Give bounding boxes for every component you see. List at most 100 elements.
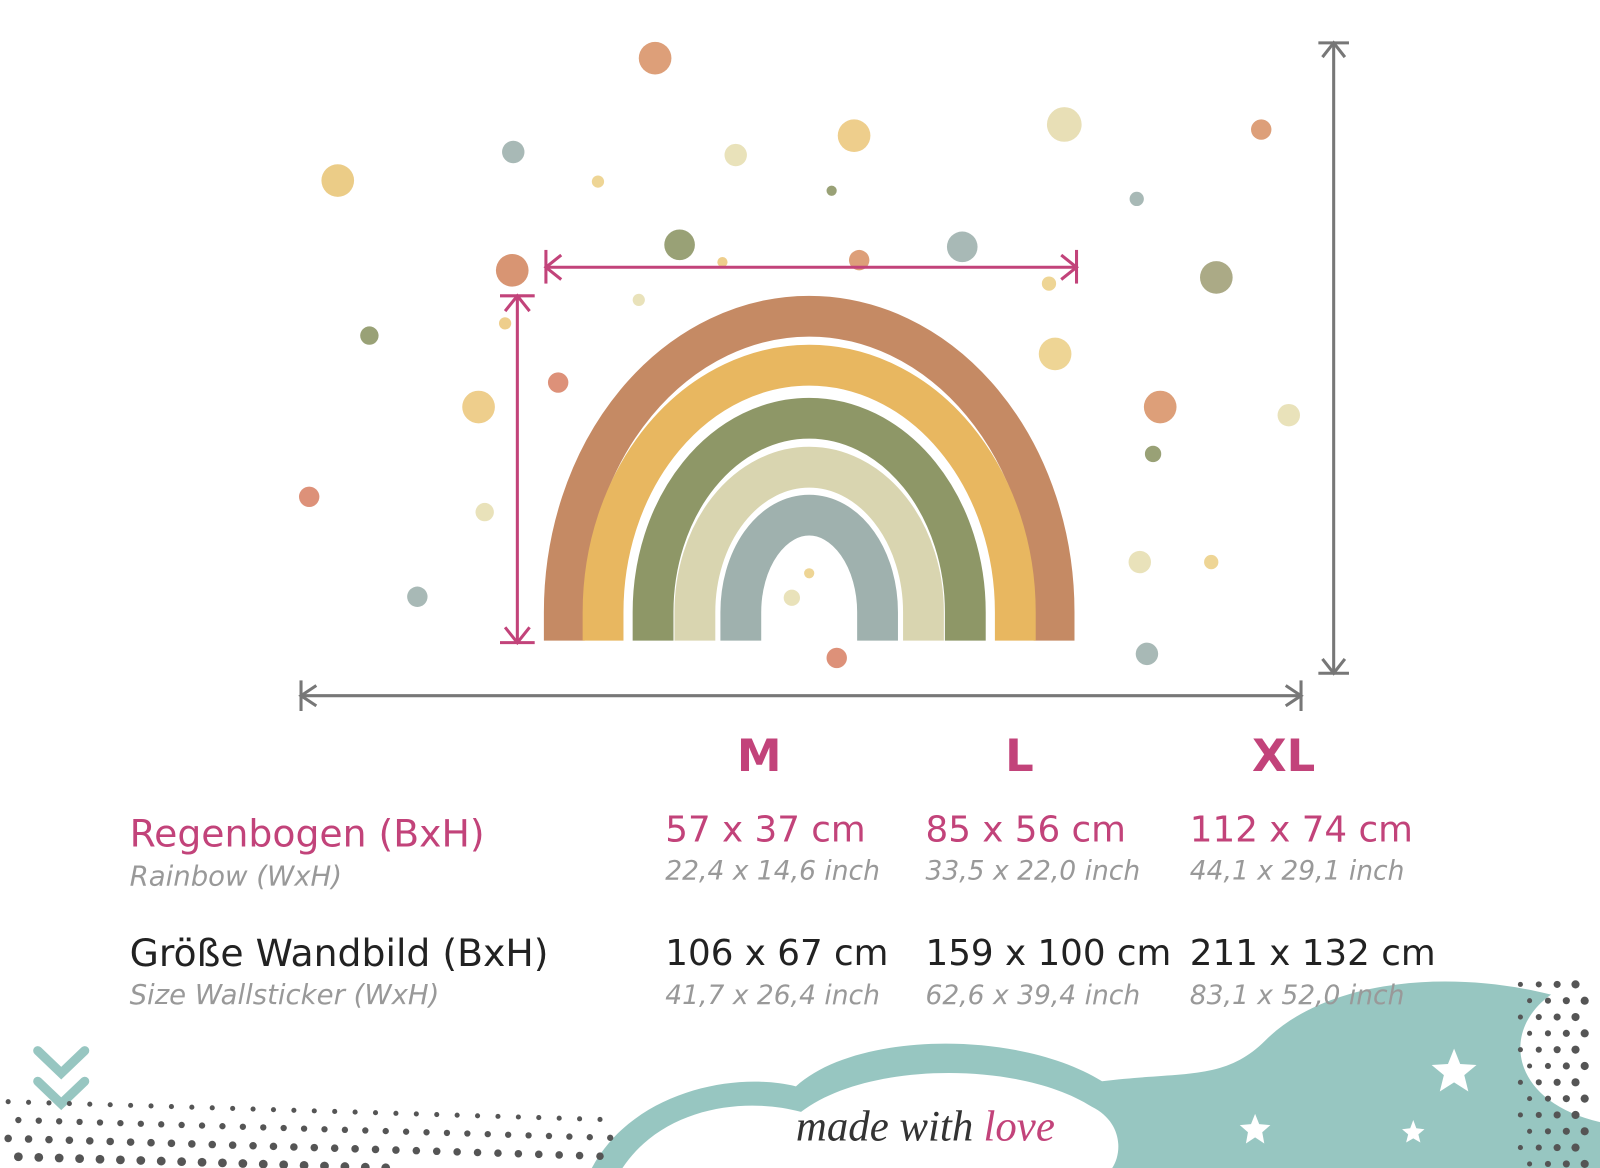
halftone-dot [107,1102,113,1108]
dot [462,390,495,424]
wall-height-arrow [1318,40,1349,676]
halftone-dot [26,1099,32,1105]
halftone-dot [402,1128,410,1135]
halftone-dot [280,1124,287,1132]
dot [724,143,747,167]
halftone-dot [117,1119,124,1127]
halftone-dot [1562,1062,1570,1070]
halftone-dot [65,1136,74,1145]
dot [407,586,428,607]
dot [547,372,569,393]
halftone-dot [1553,1144,1561,1152]
made-with: made with [796,1103,973,1150]
size-inch: 22,4 x 14,6 inch [665,855,880,886]
dot [1129,191,1144,207]
halftone-dot [484,1130,491,1138]
halftone-dot [341,1126,349,1134]
size-inch: 44,1 x 29,1 inch [1190,855,1405,886]
halftone-dot [1527,1063,1533,1069]
halftone-dot [381,1163,391,1168]
halftone-dot [95,1154,105,1164]
halftone-dot [525,1132,532,1139]
halftone-dot [1580,1061,1589,1071]
halftone-dot [1544,1030,1552,1037]
rainbow-height-arrow [500,293,535,646]
rainbow [543,295,1075,641]
halftone-dot [1544,1128,1552,1135]
rainbow-band [720,494,898,641]
halftone-dot [453,1148,461,1156]
halftone-dot [1535,1111,1542,1119]
footer-decoration [4,980,1600,1168]
dot [717,257,728,268]
size-header: L [1005,729,1034,782]
dot [826,647,847,669]
dot [495,254,529,287]
halftone-dot [311,1108,317,1114]
size-header: M [737,729,782,782]
halftone-dot [1571,1078,1580,1087]
halftone-dot [208,1140,217,1149]
halftone-dot [475,1113,481,1119]
halftone-dot [209,1105,215,1111]
dot [1128,550,1152,574]
dot [475,502,494,522]
halftone-dot [555,1151,563,1159]
halftone-dot [1544,1095,1552,1102]
halftone-dot [330,1144,339,1152]
halftone-dot [1527,1161,1533,1167]
halftone-dot [1580,1094,1589,1103]
halftone-dot [87,1101,93,1107]
rainbow-band [632,397,986,641]
rainbow-band [582,344,1036,641]
halftone-dot [1553,1013,1561,1021]
halftone-dot [1571,1143,1580,1152]
halftone-dot [351,1145,359,1153]
halftone-dot [35,1117,42,1124]
halftone-dot [148,1103,154,1109]
halftone-dot [137,1120,144,1127]
halftone-dot [177,1157,187,1167]
halftone-dot [66,1100,72,1107]
rainbow-band [674,446,944,641]
halftone-dot [13,1152,23,1162]
halftone-dot [228,1141,237,1149]
halftone-dot [75,1154,84,1164]
size-inch: 83,1 x 52,0 inch [1190,980,1405,1011]
halftone-dot [136,1156,146,1165]
halftone-dot [197,1157,207,1167]
halftone-dot [545,1132,553,1140]
halftone-dot [218,1158,227,1168]
halftone-dot [1527,1096,1533,1102]
dot [837,119,871,152]
dot [804,568,815,579]
halftone-dot [1553,1046,1561,1054]
halftone-dot [382,1127,389,1135]
halftone-dot [1517,1112,1523,1118]
dot [1135,642,1159,666]
halftone-dot [86,1137,94,1145]
size-inch: 33,5 x 22,0 inch [926,855,1141,886]
halftone-dot [4,1134,12,1143]
halftone-dot [45,1135,53,1144]
size-inch: 62,6 x 39,4 inch [926,980,1141,1011]
halftone-dot [1571,980,1580,989]
halftone-dots [4,980,1589,1168]
size-header: XL [1252,729,1315,782]
size-table: M L XL Regenbogen (BxH) Rainbow (WxH) 57 x 37… [130,729,1436,1150]
halftone-dot [188,1140,196,1148]
halftone-dot [412,1146,421,1155]
dot [783,589,800,606]
halftone-dot [577,1116,583,1122]
dot [632,293,645,307]
halftone-dot [230,1105,236,1111]
halftone-dot [372,1110,379,1116]
halftone-dot [1544,1062,1552,1070]
halftone-dot [434,1111,440,1118]
halftone-dot [514,1149,523,1158]
halftone-dot [1535,1079,1542,1086]
dot [360,326,379,345]
halftone-dot [1517,981,1523,987]
halftone-dot [249,1141,257,1150]
halftone-dot [1535,981,1542,988]
